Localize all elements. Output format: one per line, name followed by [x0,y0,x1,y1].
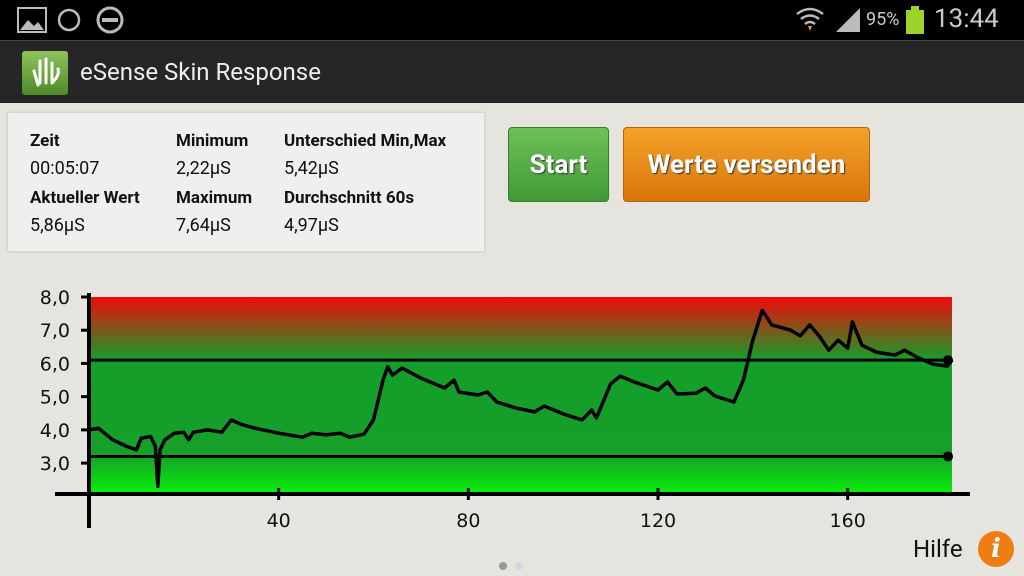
app-bar: eSense Skin Response [0,40,1024,103]
dnd-icon [96,6,124,34]
wifi-arrow [808,26,812,31]
stat-label: Maximum [176,188,253,208]
help-label[interactable]: Hilfe [913,535,963,563]
gallery-icon-mountain [20,20,44,30]
x-tick-label: 160 [830,510,866,532]
stat-value: 5,86µS [30,215,85,236]
data-line [88,308,954,489]
dnd-icon-bar [102,18,118,22]
stat-value: 00:05:07 [30,158,100,179]
app-title: eSense Skin Response [80,58,321,86]
y-tick-label: 3,0 [40,453,70,475]
threshold-dot [943,451,953,462]
stat-value: 7,64µS [176,215,231,236]
y-tick-label: 8,0 [40,287,70,309]
send-button[interactable]: Werte versenden [623,127,870,202]
help-icon[interactable]: i [978,531,1014,567]
battery-icon [906,10,924,34]
x-tick-label: 80 [456,510,480,532]
page-dot [499,562,507,570]
battery-cap [911,6,919,10]
status-bar: 95% 13:44 [0,0,1024,40]
stat-label: Unterschied Min,Max [284,131,447,151]
stat-label: Minimum [176,131,249,151]
app-icon-hand [32,57,60,87]
status-icons [17,6,924,34]
y-tick-label: 5,0 [40,387,70,409]
start-button[interactable]: Start [508,127,609,202]
signal-icon [836,8,860,32]
y-tick-label: 6,0 [40,353,70,375]
wifi-icon [796,7,824,26]
x-tick-label: 40 [267,510,291,532]
stat-value: 5,42µS [284,158,339,179]
stats-panel: Zeit 00:05:07 Minimum 2,22µS Unterschied… [8,113,484,251]
gallery-icon [17,7,47,33]
stat-value: 4,97µS [284,215,339,236]
y-tick-label: 4,0 [40,420,70,442]
plot-background [89,297,952,494]
stat-label: Durchschnitt 60s [284,188,415,208]
stat-label: Zeit [30,131,60,151]
stat-label: Aktueller Wert [30,188,140,208]
alarm-icon [57,8,81,32]
clock: 13:44 [934,4,999,34]
page-dot [515,562,523,570]
y-tick-label: 7,0 [40,320,70,342]
x-tick-label: 120 [640,510,676,532]
battery-text: 95% [866,9,900,30]
stat-value: 2,22µS [176,158,231,179]
